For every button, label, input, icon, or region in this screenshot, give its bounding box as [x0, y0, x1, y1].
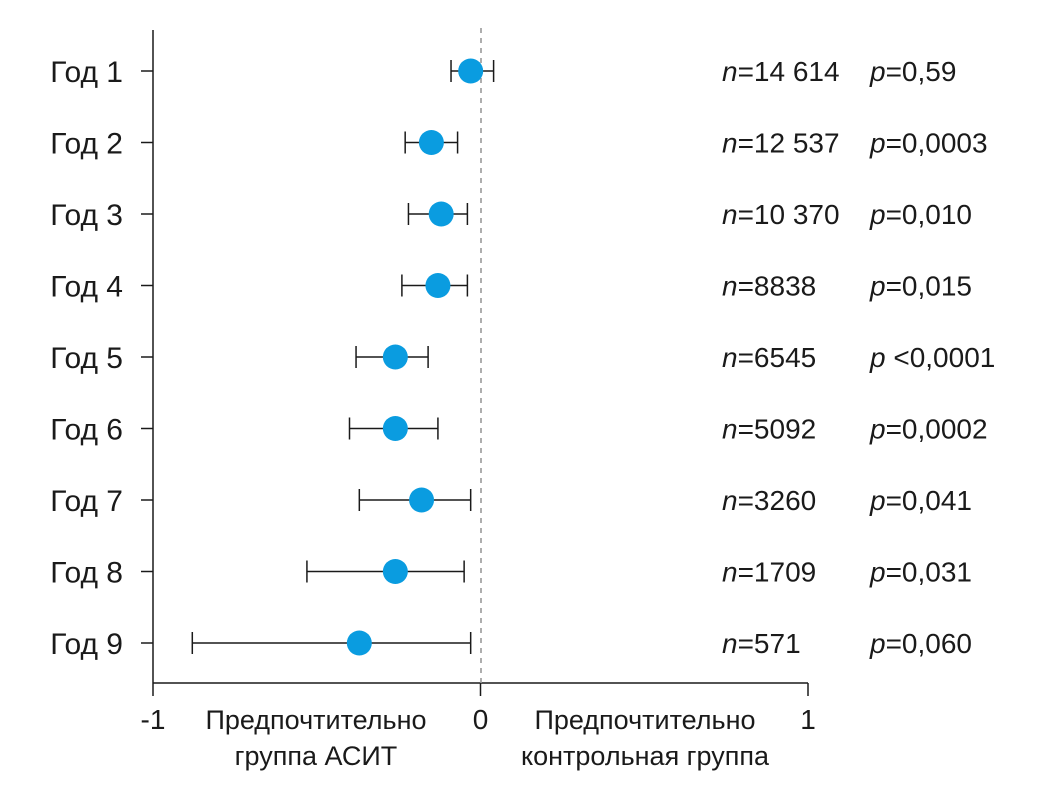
- n-prefix: n: [722, 557, 738, 588]
- point-estimate: [425, 273, 451, 298]
- p-annotation: p=0,0003: [869, 128, 988, 159]
- n-prefix: n: [722, 199, 738, 230]
- left-side-label-line-2: группа АСИТ: [235, 741, 398, 771]
- point-estimate: [418, 130, 444, 155]
- x-tick-label: -1: [141, 704, 166, 735]
- point-estimate: [382, 559, 408, 584]
- p-annotation: p=0,010: [869, 199, 972, 230]
- x-tick-label: 0: [473, 704, 489, 735]
- row-label: Год 4: [50, 271, 123, 304]
- forest-row: Год 1 n=14 614 p=0,59: [50, 56, 956, 89]
- n-value: =571: [738, 628, 801, 659]
- point-estimate: [428, 201, 454, 227]
- n-value: =3260: [738, 485, 817, 516]
- point-estimate: [409, 487, 435, 513]
- n-prefix: n: [722, 56, 738, 87]
- axes: [152, 28, 808, 684]
- x-tick-label: 1: [800, 704, 816, 735]
- forest-row: Год 7 n=3260 p=0,041: [50, 485, 972, 518]
- n-value: =5092: [738, 414, 817, 445]
- n-value: =14 614: [738, 56, 840, 87]
- n-annotation: n=6545: [722, 342, 816, 373]
- p-prefix: p: [869, 199, 886, 230]
- x-ticks: -1 0 1: [141, 683, 816, 735]
- forest-row: Год 3 n=10 370 p=0,010: [50, 199, 972, 232]
- right-side-label-line-1: Предпочтительно: [534, 705, 755, 735]
- row-label: Год 7: [50, 485, 123, 518]
- forest-row: Год 5 n=6545 p <0,0001: [50, 342, 995, 375]
- n-value: =10 370: [738, 199, 840, 230]
- p-value: =0,015: [886, 271, 972, 302]
- p-prefix: p: [869, 271, 886, 302]
- n-prefix: n: [722, 485, 738, 516]
- n-prefix: n: [722, 128, 738, 159]
- n-prefix: n: [722, 414, 738, 445]
- p-value: =0,0002: [886, 414, 988, 445]
- left-side-label-line-1: Предпочтительно: [205, 705, 426, 735]
- p-value: =0,59: [886, 56, 957, 87]
- p-annotation: p=0,060: [869, 628, 972, 659]
- p-annotation: p=0,031: [869, 557, 972, 588]
- p-value: <0,0001: [886, 342, 996, 373]
- p-prefix: p: [869, 414, 886, 445]
- n-value: =6545: [738, 342, 817, 373]
- p-value: =0,041: [886, 485, 972, 516]
- p-annotation: p=0,041: [869, 485, 972, 516]
- p-value: =0,0003: [886, 128, 988, 159]
- p-prefix: p: [869, 342, 886, 373]
- row-label: Год 9: [50, 628, 123, 661]
- row-label: Год 3: [50, 199, 123, 232]
- p-prefix: p: [869, 557, 886, 588]
- point-estimate: [382, 344, 408, 370]
- p-annotation: p=0,59: [869, 56, 956, 87]
- p-value: =0,010: [886, 199, 972, 230]
- row-label: Год 2: [50, 128, 123, 161]
- forest-row: Год 6 n=5092 p=0,0002: [50, 414, 987, 447]
- n-annotation: n=8838: [722, 271, 816, 302]
- forest-row: Год 8 n=1709 p=0,031: [50, 557, 972, 590]
- p-prefix: p: [869, 56, 886, 87]
- n-value: =8838: [738, 271, 817, 302]
- n-annotation: n=12 537: [722, 128, 840, 159]
- n-value: =12 537: [738, 128, 840, 159]
- n-prefix: n: [722, 342, 738, 373]
- point-estimate: [382, 416, 408, 441]
- row-label: Год 6: [50, 414, 123, 447]
- n-annotation: n=14 614: [722, 56, 840, 87]
- n-prefix: n: [722, 271, 738, 302]
- forest-row: Год 4 n=8838 p=0,015: [50, 271, 972, 304]
- row-label: Год 5: [50, 342, 123, 375]
- forest-row: Год 2 n=12 537 p=0,0003: [50, 128, 987, 161]
- p-annotation: p <0,0001: [869, 342, 995, 373]
- p-prefix: p: [869, 128, 886, 159]
- point-estimate: [458, 58, 484, 84]
- p-prefix: p: [869, 485, 886, 516]
- n-prefix: n: [722, 628, 738, 659]
- forest-row: Год 9 n=571 p=0,060: [50, 628, 972, 661]
- p-value: =0,060: [886, 628, 972, 659]
- n-annotation: n=10 370: [722, 199, 840, 230]
- right-side-label-line-2: контрольная группа: [521, 741, 770, 771]
- point-estimate: [346, 630, 372, 656]
- row-label: Год 1: [50, 56, 123, 89]
- p-annotation: p=0,0002: [869, 414, 988, 445]
- row-label: Год 8: [50, 557, 123, 590]
- n-annotation: n=571: [722, 628, 801, 659]
- n-annotation: n=1709: [722, 557, 816, 588]
- p-annotation: p=0,015: [869, 271, 972, 302]
- p-prefix: p: [869, 628, 886, 659]
- n-value: =1709: [738, 557, 817, 588]
- p-value: =0,031: [886, 557, 972, 588]
- n-annotation: n=5092: [722, 414, 816, 445]
- n-annotation: n=3260: [722, 485, 816, 516]
